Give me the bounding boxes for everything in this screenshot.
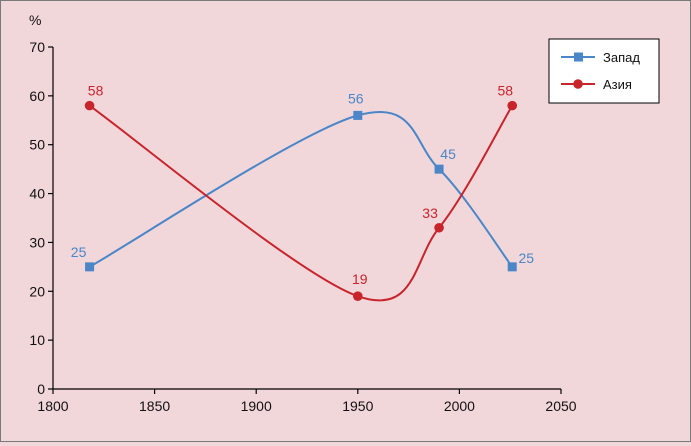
y-axis-unit-label: % [29, 12, 41, 28]
legend-box [548, 38, 660, 104]
data-label: 25 [518, 250, 534, 266]
data-point-square [85, 262, 95, 272]
data-point-square [507, 262, 517, 272]
legend-label: Азия [603, 77, 632, 92]
y-tick-label: 10 [29, 332, 45, 348]
data-point-square [353, 110, 363, 120]
data-label: 56 [348, 90, 364, 106]
legend-circle-icon [573, 79, 583, 89]
legend-label: Запад [603, 50, 640, 65]
x-tick-label: 1800 [37, 398, 68, 414]
y-tick-label: 70 [29, 39, 45, 55]
x-tick-label: 2000 [444, 398, 475, 414]
data-label: 19 [352, 271, 368, 287]
data-point-circle [507, 100, 518, 111]
x-tick-label: 1900 [241, 398, 272, 414]
x-tick-label: 1950 [342, 398, 373, 414]
y-tick-label: 50 [29, 137, 45, 153]
data-label: 45 [440, 146, 456, 162]
legend-item: Запад [561, 50, 640, 65]
y-tick-label: 0 [37, 381, 45, 397]
y-tick-label: 30 [29, 234, 45, 250]
x-tick-label: 1850 [139, 398, 170, 414]
axes: 1800 1850 1900 1950 2000 2050 0 10 20 30 40 50 60 70% [29, 12, 577, 414]
y-tick-label: 60 [29, 88, 45, 104]
data-point-circle [434, 222, 444, 233]
data-label: 33 [422, 205, 438, 221]
x-tick-label: 2050 [545, 398, 576, 414]
data-point-circle [353, 291, 363, 301]
legend-square-icon [574, 52, 583, 62]
legend: Запад Азия [548, 38, 660, 104]
plot-area: 25 56 45 25 58 19 33 58 [71, 83, 534, 302]
data-point-square [434, 164, 444, 174]
y-tick-label: 40 [29, 186, 45, 202]
data-label: 58 [88, 83, 104, 99]
series-aziya: 58 19 33 58 [84, 83, 518, 302]
data-label: 58 [497, 83, 513, 99]
series-line [88, 104, 514, 302]
y-tick-label: 20 [29, 283, 45, 299]
series-zapad: 25 56 45 25 [71, 90, 534, 272]
legend-item: Азия [561, 77, 632, 92]
data-point-circle [84, 100, 95, 111]
data-label: 25 [71, 244, 87, 260]
series-line [89, 110, 514, 268]
